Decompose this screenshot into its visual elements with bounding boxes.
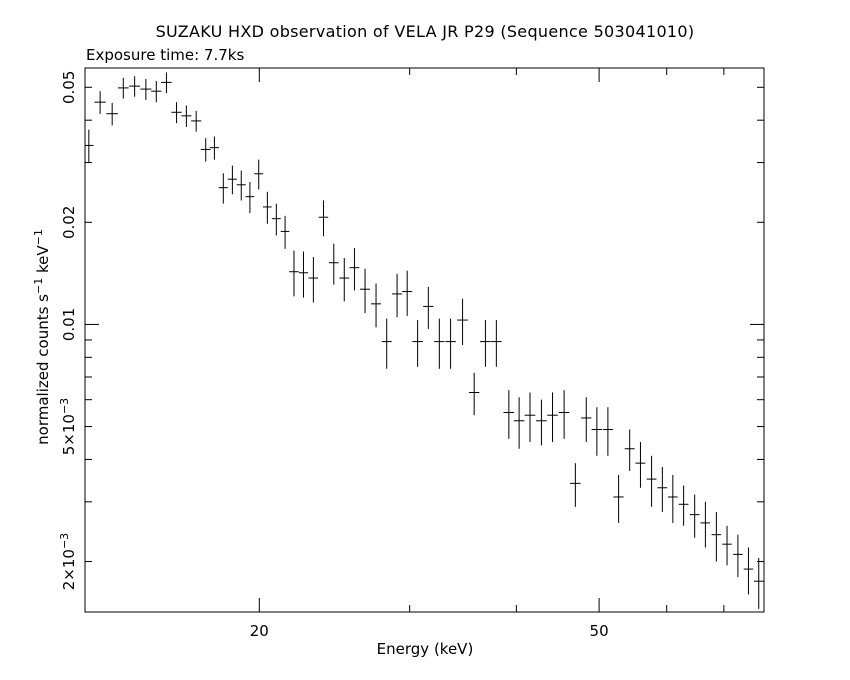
data-point [227,165,237,195]
data-point [236,170,246,201]
data-point [85,129,94,164]
data-point [181,105,192,127]
data-point [318,200,329,237]
data-point [700,501,711,548]
data-point [151,80,162,103]
data-point [117,77,129,99]
data-point [468,372,480,416]
data-point [308,257,319,303]
data-point [524,392,536,443]
data-point [402,270,413,316]
data-point [359,268,371,314]
plot-frame [84,67,765,613]
data-point [129,76,141,97]
data-point [209,136,219,160]
data-point [106,102,118,126]
data-point [349,247,360,291]
data-point [423,286,434,329]
chart-subtitle: Exposure time: 7.7ks [86,46,245,64]
data-point [624,429,635,471]
data-point [171,102,182,124]
axis-ticks [85,68,764,612]
data-point [657,466,668,512]
data-point [547,392,558,443]
data-point [678,485,689,526]
data-point [218,173,228,204]
data-point [591,407,602,456]
data-point [503,390,515,439]
data-point [140,78,152,100]
data-point [328,243,339,285]
data-point [491,320,502,367]
data-point [667,474,678,523]
data-point [245,181,255,214]
data-point [558,390,570,439]
data-point [722,525,732,566]
data-point [536,399,547,446]
data-point [200,138,211,162]
x-tick-label: 50 [590,622,609,640]
data-point [434,318,445,369]
y-tick-label: 5×10−3 [58,398,78,455]
data-point [635,442,646,488]
axis-tick-labels: 20 50 0.05 0.02 0.01 5×10−3 2×10−3 [58,71,609,640]
y-axis-label: normalized counts s−1 keV−1 [32,229,52,445]
x-axis-label: Energy (keV) [376,640,474,658]
data-point [289,250,299,297]
data-point [480,320,491,367]
data-point [733,534,743,578]
data-point [271,203,281,236]
data-point [191,110,202,132]
y-tick-label: 0.05 [60,71,78,104]
data-point [570,463,581,507]
data-point [581,397,592,443]
data-point [613,474,624,523]
data-point [445,318,456,369]
data-point [370,283,382,328]
y-tick-label: 0.02 [60,206,78,239]
data-point [339,257,350,302]
data-point [392,273,403,318]
data-point [457,298,468,345]
y-tick-label: 2×10−3 [58,533,78,590]
data-point [711,511,722,562]
y-tick-label: 0.01 [60,308,78,341]
data-point [161,72,172,94]
data-point [254,159,264,190]
data-point [298,251,309,298]
data-point [602,407,613,456]
data-point [646,455,657,507]
data-point [280,215,290,249]
data-points [85,72,764,609]
data-point [513,397,525,449]
data-point [381,318,392,369]
x-tick-label: 20 [250,622,269,640]
data-point [94,91,106,115]
data-point [689,494,700,538]
chart-title: SUZAKU HXD observation of VELA JR P29 (S… [155,22,695,41]
data-point [412,320,423,367]
data-point [753,557,764,609]
data-point [743,547,754,595]
data-point [262,191,272,224]
